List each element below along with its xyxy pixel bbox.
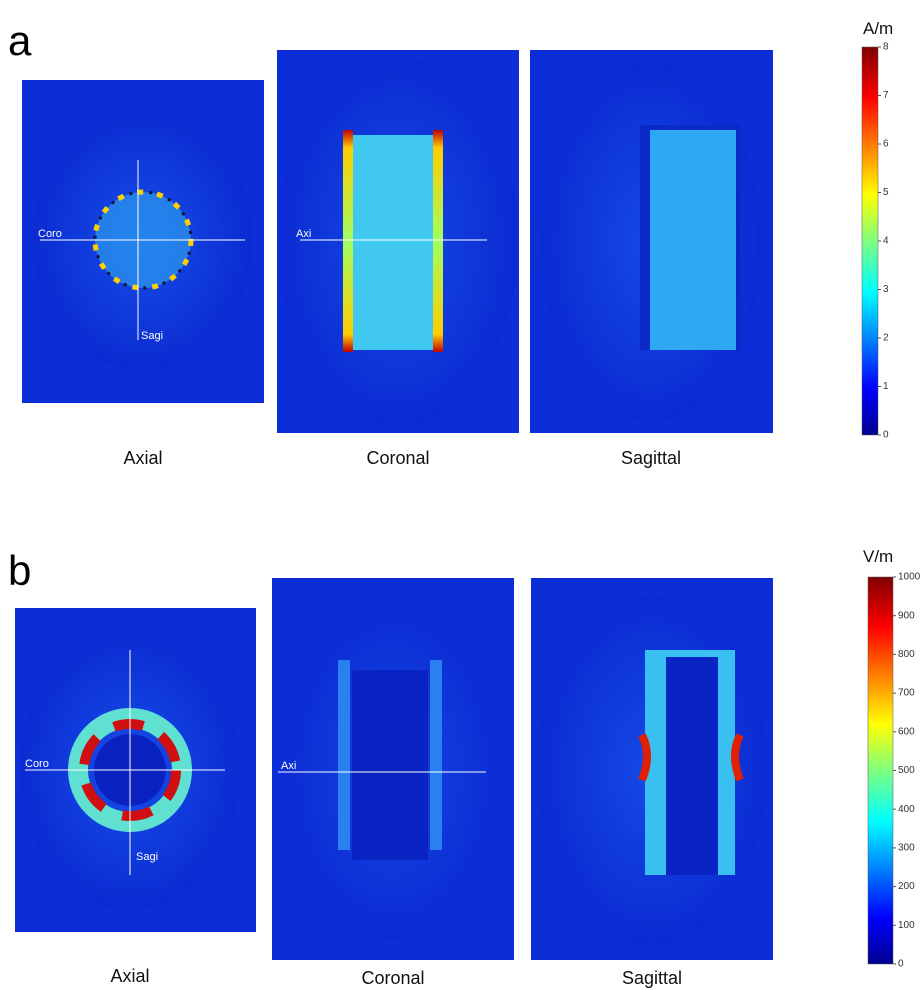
colorbar-tick-label: 900 bbox=[898, 610, 915, 621]
crosshair-label: Sagi bbox=[136, 851, 158, 863]
colorbar-tick-label: 100 bbox=[898, 920, 915, 931]
sagittal-map bbox=[530, 50, 773, 433]
panel-letter: b bbox=[8, 547, 31, 594]
map-shape bbox=[352, 670, 428, 860]
map-shape bbox=[650, 130, 736, 350]
colorbar-tick-label: 7 bbox=[883, 90, 889, 101]
unit-label: V/m bbox=[863, 547, 893, 566]
colorbar-tick-label: 6 bbox=[883, 139, 889, 150]
colorbar-tick-label: 5 bbox=[883, 187, 889, 198]
colorbar-tick-label: 700 bbox=[898, 688, 915, 699]
colorbar-tick-label: 800 bbox=[898, 649, 915, 660]
crosshair-label: Sagi bbox=[141, 330, 163, 342]
colorbar bbox=[861, 46, 879, 436]
unit-label: A/m bbox=[863, 19, 893, 38]
crosshair-label: Coro bbox=[25, 758, 49, 770]
map-shape bbox=[638, 733, 651, 782]
view-label: Axial bbox=[110, 966, 149, 986]
axial-map: Coro Sagi bbox=[22, 80, 264, 403]
view-label: Sagittal bbox=[621, 448, 681, 468]
view-label: Coronal bbox=[361, 968, 424, 988]
view-label: Sagittal bbox=[622, 968, 682, 988]
colorbar-tick-label: 400 bbox=[898, 804, 915, 815]
colorbar-tick-label: 600 bbox=[898, 726, 915, 737]
coronal-map: Axi bbox=[272, 578, 514, 960]
colorbar-tick-label: 500 bbox=[898, 765, 915, 776]
map-shape bbox=[666, 657, 718, 875]
colorbar-tick-label: 0 bbox=[883, 430, 889, 441]
axial-map: Coro Sagi bbox=[15, 608, 256, 932]
panel-letter: a bbox=[8, 17, 32, 64]
sagittal-map bbox=[531, 578, 773, 960]
view-label: Axial bbox=[123, 448, 162, 468]
map-shape bbox=[433, 130, 443, 352]
map-shape bbox=[430, 660, 442, 850]
map-shape bbox=[348, 135, 440, 350]
colorbar-tick-label: 200 bbox=[898, 881, 915, 892]
colorbar-tick-label: 4 bbox=[883, 236, 889, 247]
colorbar bbox=[867, 576, 894, 965]
coronal-map: Axi bbox=[277, 50, 519, 433]
colorbar-tick-label: 1 bbox=[883, 381, 889, 392]
view-label: Coronal bbox=[366, 448, 429, 468]
colorbar-tick-label: 2 bbox=[883, 333, 889, 344]
map-shape bbox=[338, 660, 350, 850]
colorbar-tick-label: 1000 bbox=[898, 572, 921, 583]
colorbar-tick-label: 8 bbox=[883, 42, 889, 53]
crosshair-label: Coro bbox=[38, 228, 62, 240]
colorbar-tick-label: 3 bbox=[883, 284, 889, 295]
crosshair-label: Axi bbox=[296, 228, 311, 240]
map-shape bbox=[343, 130, 353, 352]
map-shape bbox=[731, 733, 744, 782]
crosshair-label: Axi bbox=[281, 760, 296, 772]
colorbar-tick-label: 300 bbox=[898, 843, 915, 854]
colorbar-tick-label: 0 bbox=[898, 959, 904, 970]
